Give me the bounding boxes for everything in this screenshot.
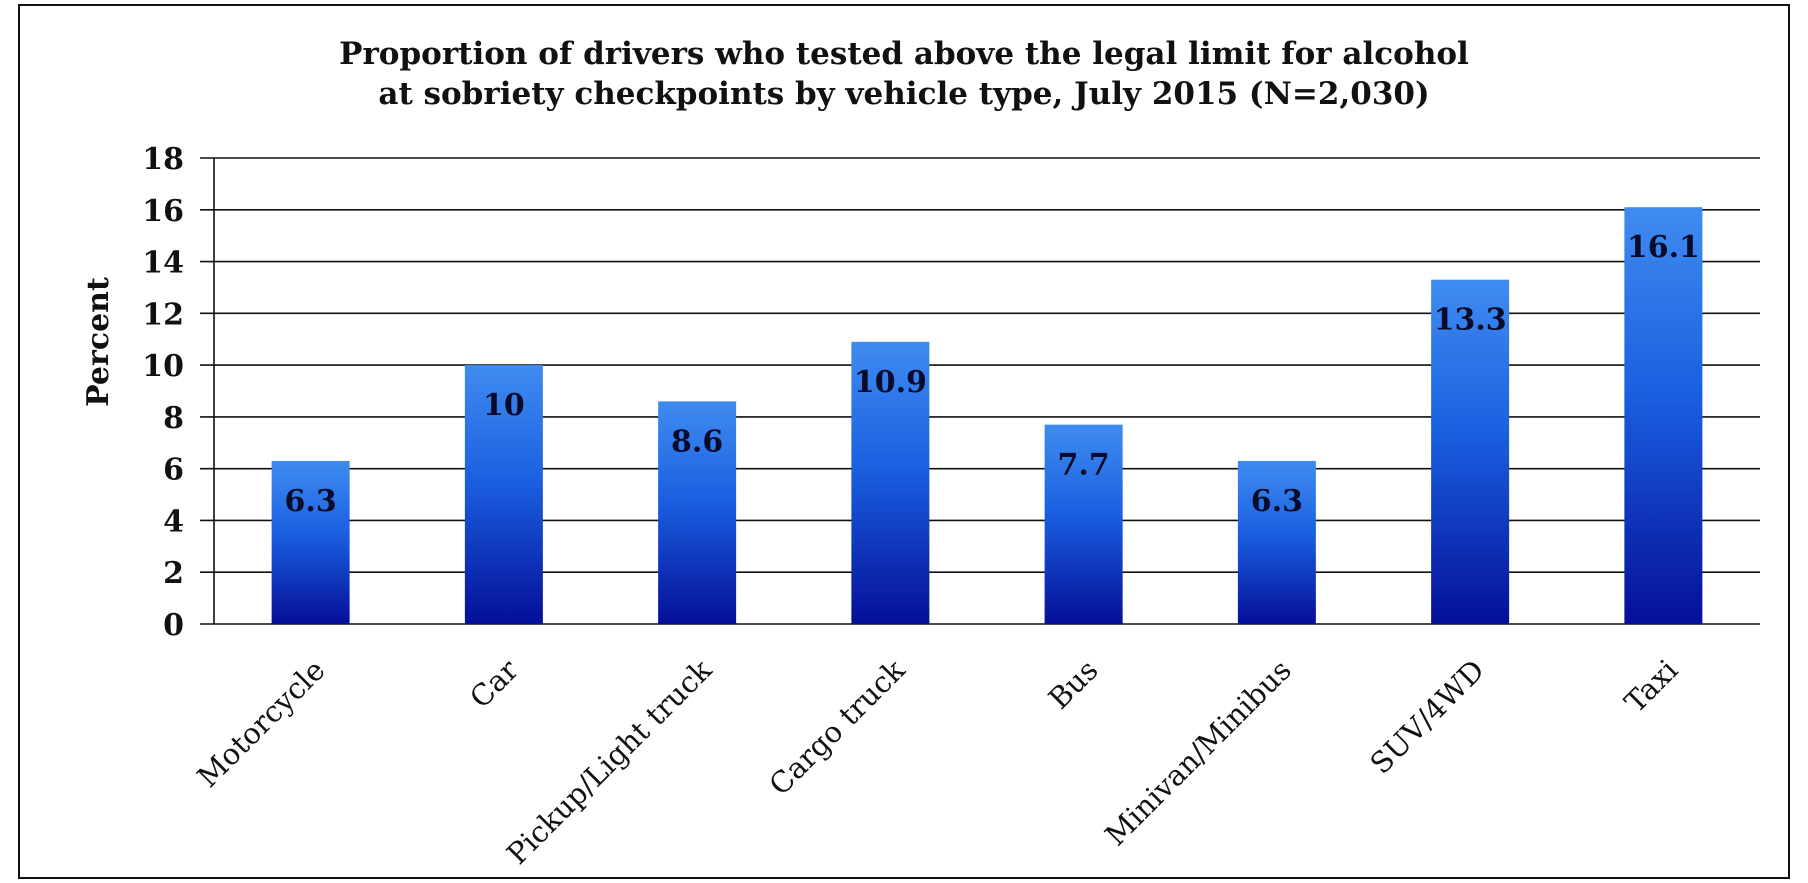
y-tick-label: 14	[142, 246, 184, 281]
y-tick-label: 10	[142, 349, 184, 384]
y-tick-label: 4	[163, 504, 184, 539]
data-label: 8.6	[671, 424, 723, 459]
chart-title: Proportion of drivers who tested above t…	[0, 34, 1808, 114]
bar-motorcycle	[271, 460, 350, 624]
y-tick-label: 0	[163, 608, 184, 643]
bar-cargo-truck	[851, 341, 930, 624]
bar-suv-4wd	[1431, 279, 1510, 624]
y-tick-label: 12	[142, 297, 184, 332]
x-tick-label: Car	[463, 653, 525, 715]
chart-title-line-2: at sobriety checkpoints by vehicle type,…	[378, 76, 1430, 112]
x-tick-label: Taxi	[1618, 653, 1684, 719]
y-tick-label: 8	[163, 401, 184, 436]
bars	[271, 207, 1703, 624]
y-tick-label: 6	[163, 453, 184, 488]
bar-minivan-minibus	[1237, 460, 1316, 624]
bar-car	[464, 365, 543, 624]
data-label: 10.9	[854, 365, 927, 400]
y-tick-label: 18	[142, 142, 184, 177]
y-tick-label: 16	[142, 194, 184, 229]
bar-taxi	[1624, 207, 1703, 624]
data-label: 10	[483, 388, 525, 423]
data-label: 6.3	[285, 484, 337, 519]
x-tick-label: Minivan/Minibus	[1098, 653, 1297, 852]
x-tick-label: Bus	[1042, 653, 1105, 716]
chart-title-line-1: Proportion of drivers who tested above t…	[339, 36, 1469, 72]
y-tick-label: 2	[163, 556, 184, 591]
x-tick-label: Motorcycle	[191, 653, 332, 794]
x-tick-label: Pickup/Light truck	[500, 653, 718, 871]
x-tick-label: SUV/4WD	[1363, 653, 1491, 781]
data-label: 6.3	[1251, 484, 1303, 519]
data-label: 7.7	[1058, 448, 1110, 483]
data-label: 16.1	[1627, 230, 1700, 265]
y-axis-title: Percent	[81, 277, 116, 407]
x-tick-label: Cargo truck	[762, 653, 911, 802]
gridlines	[200, 157, 1760, 625]
bar-pickup-light-truck	[658, 401, 737, 624]
data-label: 13.3	[1434, 303, 1507, 338]
bar-bus	[1044, 424, 1123, 624]
